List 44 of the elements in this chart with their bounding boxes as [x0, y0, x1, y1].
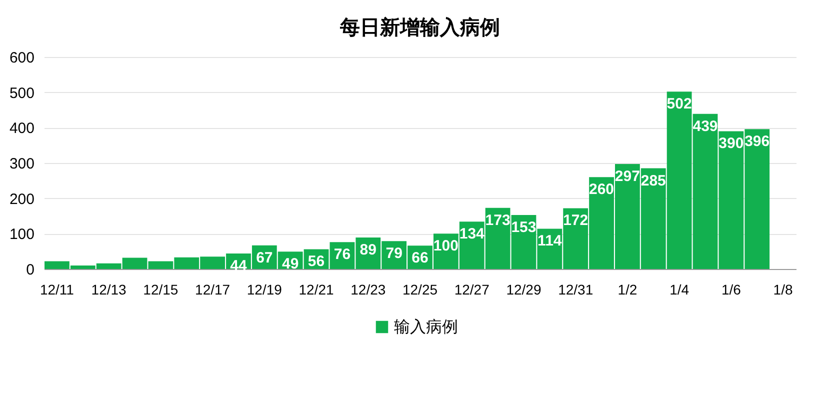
data-label: 89 [360, 242, 376, 259]
data-label: 439 [692, 118, 718, 135]
data-label: 114 [538, 232, 562, 250]
data-label: 285 [640, 172, 666, 190]
y-tick-label: 100 [9, 226, 34, 244]
x-tick-label: 12/21 [298, 282, 334, 298]
x-tick-label: 12/17 [195, 282, 230, 298]
x-tick-label: 1/8 [773, 282, 793, 298]
x-tick-label: 12/31 [558, 282, 594, 298]
chart-title: 每日新增输入病例 [339, 16, 500, 39]
data-label: 172 [563, 212, 588, 230]
data-label: 153 [511, 218, 536, 236]
data-label: 76 [334, 246, 351, 264]
data-label: 49 [282, 256, 299, 273]
x-tick-label: 1/2 [618, 282, 638, 298]
data-label: 260 [589, 181, 614, 198]
data-label: 56 [308, 253, 325, 270]
x-tick-label: 12/11 [40, 282, 74, 298]
data-label: 100 [433, 238, 458, 255]
data-label: 67 [256, 249, 273, 266]
x-tick-label: 12/25 [402, 282, 438, 298]
data-label: 390 [718, 135, 744, 152]
data-label: 66 [412, 250, 428, 267]
x-tick-label: 1/6 [721, 282, 742, 298]
x-tick-label: 12/27 [454, 282, 490, 298]
y-tick-label: 600 [9, 50, 34, 66]
legend-label: 输入病例 [394, 318, 458, 336]
data-label: 297 [614, 168, 640, 186]
data-label: 502 [666, 96, 692, 113]
y-tick-label: 500 [9, 84, 34, 102]
data-label: 396 [744, 133, 770, 150]
x-tick-label: 1/4 [670, 282, 690, 298]
y-tick-label: 200 [9, 190, 34, 208]
data-label: 134 [459, 226, 486, 243]
x-tick-label: 12/23 [350, 282, 386, 298]
x-tick-label: 12/15 [143, 282, 178, 298]
y-tick-label: 400 [9, 120, 34, 138]
x-tick-label: 12/19 [246, 282, 282, 298]
y-tick-label: 0 [26, 262, 34, 278]
x-tick-label: 12/13 [91, 282, 127, 298]
data-label: 79 [386, 245, 402, 262]
data-label: 173 [485, 212, 510, 229]
y-tick-label: 300 [9, 156, 34, 172]
x-tick-label: 12/29 [506, 282, 542, 298]
